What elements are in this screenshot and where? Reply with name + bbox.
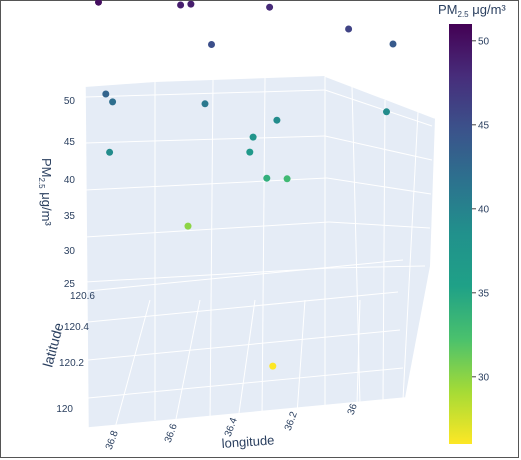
data-point[interactable] bbox=[383, 108, 390, 116]
grid-line bbox=[174, 299, 201, 425]
x-tick-label: 36.2 bbox=[283, 410, 300, 432]
x-tick-label: 36 bbox=[346, 402, 360, 417]
colorbar-tick-label: 40 bbox=[478, 204, 490, 215]
z-tick-label: 50 bbox=[64, 96, 76, 107]
grid-line bbox=[114, 299, 151, 429]
grid-line bbox=[87, 291, 399, 323]
data-point[interactable] bbox=[283, 175, 291, 183]
data-point[interactable] bbox=[345, 25, 353, 33]
latitude-ticks: 120 120.2 120.4 120.6 bbox=[56, 291, 95, 415]
grid-line bbox=[402, 111, 419, 401]
x-axis-title: longitude bbox=[221, 432, 275, 451]
colorbar-title: PM2.5 μg/m³ bbox=[438, 2, 506, 19]
z-tick-label: 40 bbox=[64, 175, 76, 186]
z-axis-title: PM2.5 μg/m³ bbox=[37, 158, 54, 226]
back-wall bbox=[85, 76, 435, 428]
data-point[interactable] bbox=[263, 174, 271, 182]
grid-lines bbox=[84, 76, 433, 429]
grid-line bbox=[328, 221, 431, 229]
data-point[interactable] bbox=[177, 1, 185, 9]
z-tick-label: 45 bbox=[64, 137, 76, 148]
data-point[interactable] bbox=[187, 0, 195, 8]
grid-line bbox=[87, 259, 404, 292]
data-point[interactable] bbox=[184, 222, 192, 230]
grid-line bbox=[382, 99, 386, 403]
grid-line bbox=[324, 135, 433, 161]
colorbar-tick-label: 50 bbox=[478, 36, 490, 47]
data-point[interactable] bbox=[208, 41, 215, 48]
data-point[interactable] bbox=[102, 90, 110, 98]
data-point[interactable] bbox=[95, 0, 102, 6]
z-tick-label: 25 bbox=[64, 279, 76, 290]
x-tick-label: 36.6 bbox=[163, 422, 180, 444]
grid-line bbox=[87, 329, 401, 361]
z-tick-label: 30 bbox=[64, 246, 76, 257]
grid-line bbox=[84, 135, 326, 144]
data-point[interactable] bbox=[266, 3, 274, 11]
grid-line bbox=[84, 89, 326, 98]
z-tick-label: 35 bbox=[64, 211, 76, 222]
data-points[interactable] bbox=[95, 0, 397, 370]
data-point[interactable] bbox=[201, 100, 209, 108]
y-tick-label: 120.4 bbox=[64, 322, 89, 333]
colorbar-tick-label: 35 bbox=[478, 288, 490, 299]
grid-line bbox=[324, 89, 433, 127]
grid-line bbox=[296, 299, 306, 415]
data-point[interactable] bbox=[273, 116, 281, 124]
data-point[interactable] bbox=[109, 98, 117, 106]
y-tick-label: 120 bbox=[56, 404, 73, 415]
grid-line bbox=[84, 221, 330, 238]
x-axis-line bbox=[87, 397, 406, 429]
data-point[interactable] bbox=[246, 148, 254, 156]
y-tick-label: 120.2 bbox=[59, 358, 84, 369]
grid-line bbox=[356, 299, 361, 406]
data-point[interactable] bbox=[249, 133, 257, 141]
data-point[interactable] bbox=[269, 362, 277, 370]
data-point[interactable] bbox=[106, 148, 114, 156]
grid-line bbox=[87, 367, 404, 399]
grid-line bbox=[330, 265, 426, 269]
colorbar-tick-label: 30 bbox=[478, 372, 490, 383]
grid-line bbox=[237, 299, 256, 421]
data-point[interactable] bbox=[389, 40, 397, 48]
y-tick-label: 120.6 bbox=[70, 291, 95, 302]
axis-lines bbox=[84, 75, 436, 429]
colorbar-tick-label: 45 bbox=[478, 120, 490, 131]
colorbar[interactable] bbox=[449, 24, 472, 444]
colorbar-ticks: 30 35 40 45 50 bbox=[472, 36, 490, 383]
grid-line bbox=[84, 267, 332, 283]
z-axis-line bbox=[84, 86, 89, 429]
grid-line bbox=[209, 79, 214, 425]
top-edge-line bbox=[324, 75, 436, 119]
x-tick-label: 36.8 bbox=[104, 429, 121, 451]
grid-line bbox=[261, 77, 266, 421]
pm25-ticks: 25 30 35 40 45 50 bbox=[64, 96, 76, 290]
